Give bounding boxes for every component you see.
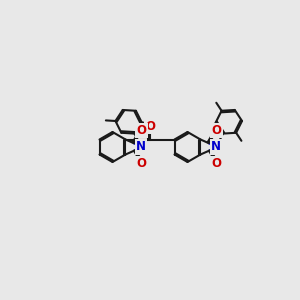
Text: O: O: [212, 157, 221, 170]
Text: O: O: [212, 124, 221, 137]
Text: O: O: [136, 157, 146, 170]
Text: N: N: [211, 140, 221, 154]
Text: O: O: [136, 124, 146, 137]
Text: O: O: [145, 120, 155, 133]
Text: N: N: [136, 140, 146, 154]
